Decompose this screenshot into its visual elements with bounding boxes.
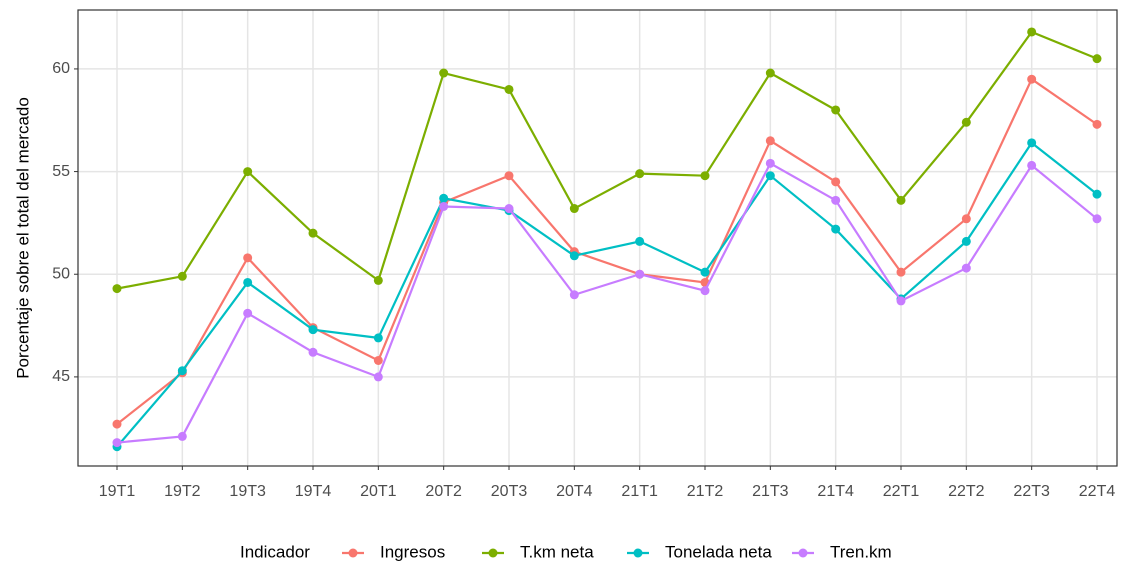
point (243, 277, 253, 287)
point (700, 286, 710, 296)
point (961, 117, 971, 127)
point (1027, 27, 1037, 37)
point (1027, 138, 1037, 148)
point (896, 296, 906, 306)
point (765, 136, 775, 146)
point (373, 355, 383, 365)
x-tick-label: 21T1 (621, 483, 658, 500)
legend-key-point (798, 548, 808, 558)
point (504, 84, 514, 94)
point (373, 372, 383, 382)
y-tick-label: 55 (52, 163, 70, 180)
x-tick-label: 19T2 (164, 483, 201, 500)
point (831, 195, 841, 205)
point (439, 68, 449, 78)
point (177, 366, 187, 376)
x-tick-label: 22T3 (1013, 483, 1050, 500)
legend-label: T.km neta (520, 542, 594, 561)
point (373, 333, 383, 343)
point (1027, 160, 1037, 170)
point (700, 171, 710, 181)
point (177, 271, 187, 281)
point (569, 251, 579, 261)
legend-key-point (488, 548, 498, 558)
point (308, 228, 318, 238)
series-line (116, 161, 1098, 444)
point (961, 263, 971, 273)
point (961, 214, 971, 224)
legend-title: Indicador (240, 542, 310, 561)
x-tick-label: 20T4 (556, 483, 593, 500)
series-line (116, 141, 1098, 448)
legend-label: Ingresos (380, 542, 445, 561)
point (1092, 214, 1102, 224)
point (961, 236, 971, 246)
x-tick-label: 19T3 (229, 483, 266, 500)
point (765, 171, 775, 181)
point (896, 195, 906, 205)
series-line (116, 77, 1098, 425)
point (765, 68, 775, 78)
point (504, 204, 514, 214)
point (831, 224, 841, 234)
point (569, 290, 579, 300)
point (635, 169, 645, 179)
point (896, 267, 906, 277)
x-tick-label: 20T1 (360, 483, 397, 500)
point (831, 177, 841, 187)
legend-key-point (348, 548, 358, 558)
x-tick-label: 20T2 (425, 483, 462, 500)
point (243, 167, 253, 177)
x-tick-label: 21T2 (687, 483, 724, 500)
point (112, 419, 122, 429)
point (765, 158, 775, 168)
x-tick-label: 19T1 (99, 483, 136, 500)
point (112, 284, 122, 294)
point (700, 267, 710, 277)
point (1092, 189, 1102, 199)
point (112, 438, 122, 448)
legend-label: Tonelada neta (665, 542, 772, 561)
point (177, 431, 187, 441)
point (1092, 54, 1102, 64)
point (1092, 119, 1102, 129)
point (831, 105, 841, 115)
point (439, 193, 449, 203)
point (635, 269, 645, 279)
point (373, 275, 383, 285)
point (308, 347, 318, 357)
point (439, 201, 449, 211)
y-axis-label: Porcentaje sobre el total del mercado (13, 97, 32, 379)
legend-key-point (633, 548, 643, 558)
point (504, 171, 514, 181)
point (635, 236, 645, 246)
point (569, 204, 579, 214)
point (308, 325, 318, 335)
x-tick-label: 21T3 (752, 483, 789, 500)
y-tick-label: 50 (52, 265, 70, 282)
point (1027, 74, 1037, 84)
x-tick-label: 20T3 (491, 483, 528, 500)
x-tick-label: 19T4 (295, 483, 332, 500)
y-tick-label: 60 (52, 60, 70, 77)
x-tick-label: 22T1 (883, 483, 920, 500)
point (243, 308, 253, 318)
y-tick-label: 45 (52, 368, 70, 385)
legend-label: Tren.km (830, 542, 892, 561)
x-tick-label: 21T4 (817, 483, 854, 500)
point (243, 253, 253, 263)
panel-border (77, 9, 1118, 467)
x-tick-label: 22T2 (948, 483, 985, 500)
x-tick-label: 22T4 (1079, 483, 1116, 500)
series-line (116, 30, 1098, 290)
